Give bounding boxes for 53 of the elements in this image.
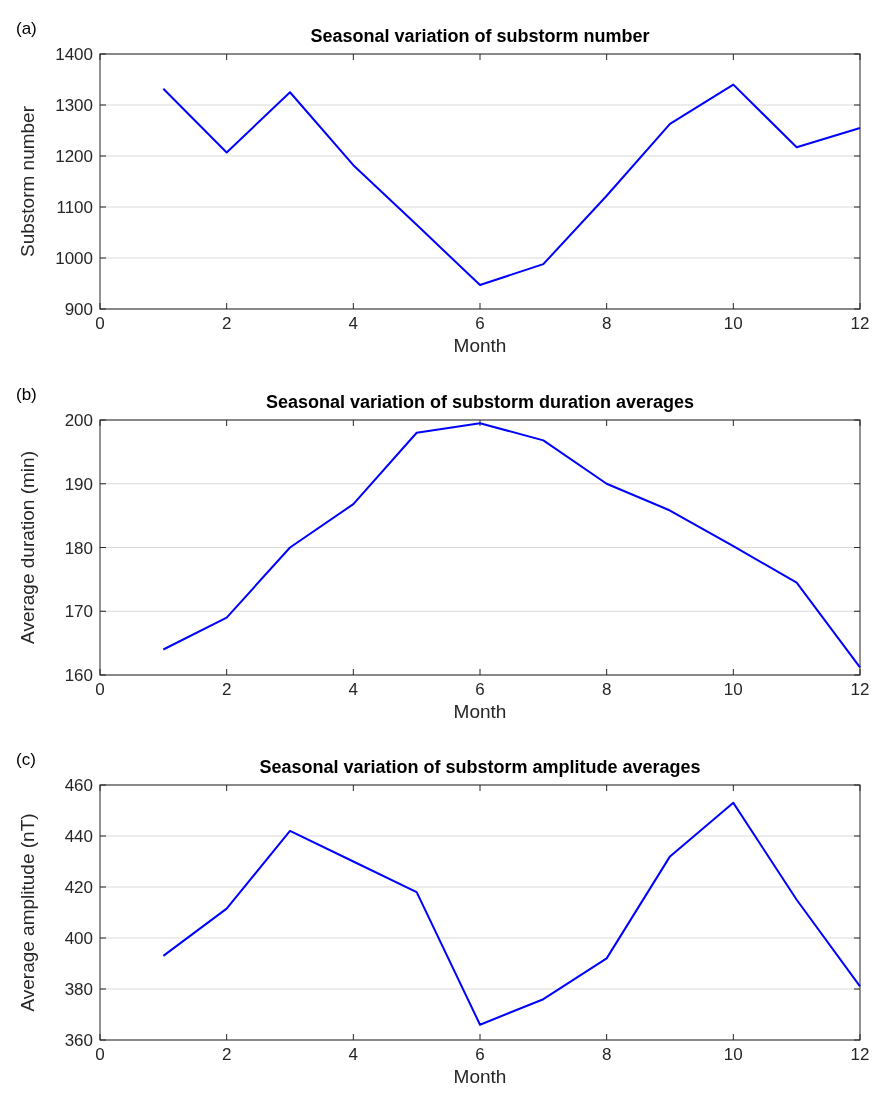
line-series: [162, 801, 861, 1026]
y-tick-label: 160: [64, 666, 93, 685]
x-tick-label: 12: [850, 1045, 870, 1064]
y-tick-label: 420: [64, 878, 93, 897]
chart-title: Seasonal variation of substorm duration averages: [265, 392, 695, 412]
x-tick-label: 2: [221, 680, 232, 699]
x-tick-label: 0: [95, 314, 105, 333]
x-tick-label: 12: [850, 314, 870, 333]
line-series: [162, 422, 861, 669]
y-tick-label: 1300: [55, 96, 93, 115]
x-tick-label: 12: [850, 680, 870, 699]
y-tick-label: 1100: [56, 198, 93, 217]
x-tick-label: 10: [723, 1045, 743, 1064]
x-tick-label: 0: [95, 680, 105, 699]
x-tick-label: 0: [95, 1045, 105, 1064]
y-tick-label: 360: [64, 1031, 93, 1050]
x-axis-title: Month: [453, 335, 507, 356]
y-tick-label: 400: [64, 929, 93, 948]
x-tick-label: 10: [723, 314, 743, 333]
text: (b): [16, 385, 37, 404]
y-tick-label: 190: [64, 474, 93, 494]
y-tick-label: 200: [64, 411, 93, 430]
y-tick-label: 440: [64, 827, 93, 846]
text: (c): [16, 750, 36, 769]
x-tick-label: 4: [348, 1045, 359, 1064]
x-tick-label: 6: [475, 680, 485, 699]
x-tick-label: 2: [221, 1045, 232, 1064]
y-tick-label: 460: [64, 776, 93, 795]
x-axis-title: Month: [453, 701, 507, 722]
x-tick-label: 6: [475, 314, 485, 333]
y-axis-title: Average duration (min): [17, 451, 38, 644]
y-axis-title: Substorm number: [17, 105, 38, 258]
chart-title: Seasonal variation of substorm amplitude averages: [259, 757, 701, 777]
x-tick-label: 10: [723, 680, 743, 699]
line-series: [162, 83, 861, 287]
x-tick-label: 8: [601, 1045, 612, 1064]
text: (a): [16, 19, 37, 38]
y-tick-label: 900: [64, 300, 93, 319]
x-tick-label: 8: [601, 314, 612, 333]
x-axis-title: Month: [453, 1066, 507, 1087]
x-tick-label: 4: [348, 314, 359, 333]
y-tick-label: 1400: [55, 45, 93, 64]
x-tick-label: 2: [221, 314, 232, 333]
y-tick-label: 180: [64, 538, 93, 558]
y-tick-label: 170: [64, 602, 93, 622]
x-tick-label: 6: [475, 1045, 485, 1064]
x-tick-label: 8: [601, 680, 612, 699]
y-tick-label: 1200: [55, 147, 93, 166]
x-tick-label: 4: [348, 680, 359, 699]
y-axis-title: Average amplitude (nT): [17, 813, 38, 1012]
chart-title: Seasonal variation of substorm number: [310, 26, 650, 46]
y-tick-label: 380: [64, 980, 93, 999]
y-tick-label: 1000: [55, 249, 93, 268]
